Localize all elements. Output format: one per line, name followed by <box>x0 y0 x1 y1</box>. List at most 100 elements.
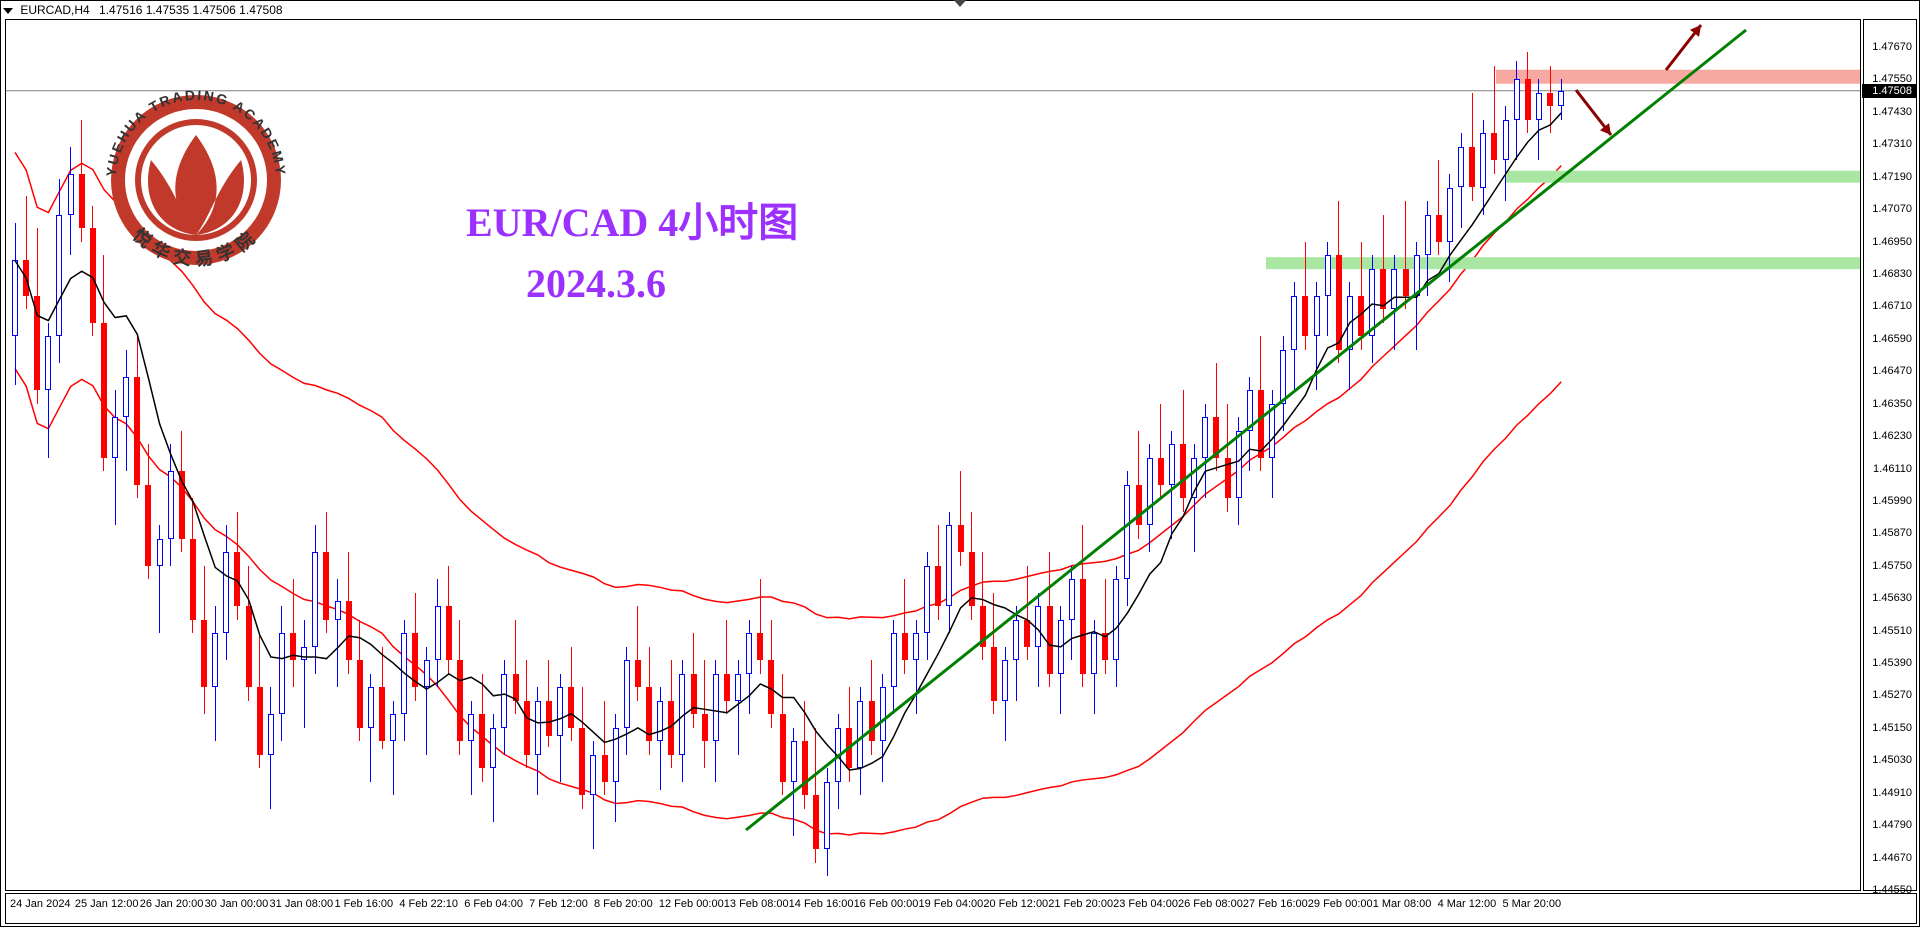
candle <box>535 687 541 795</box>
y-tick-label: 1.45390 <box>1872 657 1912 669</box>
candle <box>1414 242 1420 350</box>
candle <box>1447 174 1453 282</box>
candle <box>791 728 797 836</box>
candle <box>435 579 441 687</box>
y-tick-label: 1.46830 <box>1872 268 1912 280</box>
candle <box>602 701 608 796</box>
candle <box>279 606 285 741</box>
candle <box>646 647 652 755</box>
candle <box>301 620 307 728</box>
candle <box>1136 431 1142 539</box>
dropdown-triangle-icon[interactable] <box>3 8 13 14</box>
dropdown-marker-icon <box>952 0 968 7</box>
y-tick-label: 1.47310 <box>1872 138 1912 150</box>
y-axis: 1.445501.446701.447901.449101.450301.451… <box>1863 19 1917 891</box>
candle <box>1124 471 1130 606</box>
candle <box>479 674 485 782</box>
candle <box>1491 66 1497 174</box>
x-tick-label: 1 Feb 16:00 <box>334 898 393 910</box>
y-tick-label: 1.45270 <box>1872 689 1912 701</box>
candle <box>1169 431 1175 539</box>
x-tick-label: 4 Mar 12:00 <box>1438 898 1497 910</box>
candle <box>1158 404 1164 499</box>
candle <box>390 701 396 796</box>
candle <box>635 606 641 701</box>
candle <box>1536 79 1542 160</box>
candle <box>1147 444 1153 552</box>
candle <box>568 647 574 742</box>
candle <box>1336 201 1342 363</box>
candle <box>1547 66 1553 134</box>
candle <box>579 687 585 809</box>
candle <box>1002 647 1008 742</box>
y-tick-label: 1.45870 <box>1872 527 1912 539</box>
candle <box>657 687 663 790</box>
candle <box>702 660 708 768</box>
x-tick-label: 5 Mar 20:00 <box>1502 898 1561 910</box>
candle <box>12 223 18 385</box>
candle <box>935 525 941 620</box>
candle <box>45 323 51 458</box>
candle <box>468 701 474 796</box>
candle <box>312 525 318 674</box>
candle <box>1469 93 1475 201</box>
candle <box>1225 404 1231 512</box>
candle <box>446 566 452 674</box>
y-tick-label: 1.47430 <box>1872 106 1912 118</box>
candle <box>290 579 296 687</box>
x-tick-label: 13 Feb 08:00 <box>724 898 789 910</box>
price-plot[interactable]: EUR/CAD 4小时图 2024.3.6 YUEHUA TRADING ACA… <box>5 19 1861 891</box>
candle <box>1325 242 1331 337</box>
candle <box>379 647 385 750</box>
candle <box>557 674 563 782</box>
x-tick-label: 6 Feb 04:00 <box>464 898 523 910</box>
candle <box>668 660 674 768</box>
candle <box>212 606 218 741</box>
candle <box>1480 120 1486 215</box>
candle <box>513 620 519 715</box>
y-tick-label: 1.45990 <box>1872 495 1912 507</box>
candle <box>1503 106 1509 201</box>
candle <box>1458 133 1464 228</box>
candle <box>991 593 997 715</box>
candle <box>1436 160 1442 255</box>
candle <box>1102 579 1108 674</box>
candle <box>1302 242 1308 350</box>
candle <box>1091 620 1097 715</box>
current-price-tag: 1.47508 <box>1862 84 1916 98</box>
x-tick-label: 1 Mar 08:00 <box>1373 898 1432 910</box>
x-tick-label: 20 Feb 12:00 <box>983 898 1048 910</box>
candle <box>68 147 74 255</box>
candle <box>713 660 719 782</box>
x-tick-label: 16 Feb 00:00 <box>854 898 919 910</box>
y-tick-label: 1.45150 <box>1872 722 1912 734</box>
candle <box>357 620 363 742</box>
candle <box>1403 201 1409 309</box>
candle <box>1258 336 1264 471</box>
y-tick-label: 1.45510 <box>1872 625 1912 637</box>
y-tick-label: 1.46470 <box>1872 365 1912 377</box>
candle <box>835 714 841 809</box>
x-tick-label: 8 Feb 20:00 <box>594 898 653 910</box>
candle <box>1269 390 1275 498</box>
candle <box>780 674 786 796</box>
candle <box>346 552 352 674</box>
candle <box>1558 79 1564 120</box>
candle <box>1425 201 1431 296</box>
y-tick-label: 1.44670 <box>1872 852 1912 864</box>
candle <box>590 741 596 849</box>
x-tick-label: 27 Feb 16:00 <box>1243 898 1308 910</box>
x-tick-label: 26 Jan 20:00 <box>140 898 204 910</box>
x-tick-label: 4 Feb 22:10 <box>399 898 458 910</box>
x-tick-label: 25 Jan 12:00 <box>75 898 139 910</box>
x-tick-label: 30 Jan 00:00 <box>205 898 269 910</box>
candle <box>1291 282 1297 390</box>
candle <box>424 647 430 755</box>
candle <box>1247 377 1253 472</box>
candle <box>857 687 863 795</box>
candle <box>1080 525 1086 687</box>
candle <box>891 620 897 715</box>
candle <box>1236 417 1242 525</box>
candle <box>145 444 151 579</box>
candle <box>1180 390 1186 512</box>
